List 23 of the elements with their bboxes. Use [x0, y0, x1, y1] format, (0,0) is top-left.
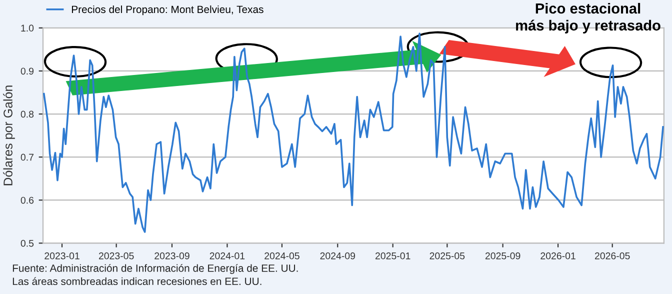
line-series — [43, 32, 664, 233]
x-tick-label: 2025-01 — [375, 252, 410, 260]
x-tick-label: 2025-05 — [430, 252, 465, 260]
x-tick-label: 2026-01 — [540, 252, 576, 260]
y-tick-label: 0.6 — [20, 196, 34, 204]
x-tick-label: 2024-05 — [264, 252, 300, 260]
y-tick-label: 0.5 — [20, 240, 34, 247]
y-tick-label: 0.9 — [20, 68, 34, 75]
x-tick-label: 2023-09 — [154, 252, 190, 260]
x-tick-label: 2026-05 — [594, 252, 630, 260]
x-tick-label: 2024-01 — [210, 252, 245, 260]
x-tick-label: 2023-01 — [44, 252, 80, 260]
y-tick-label: 0.8 — [20, 110, 34, 118]
x-tick-label: 2025-09 — [485, 252, 520, 260]
annotation: Pico estacional más bajo y retrasado — [516, 2, 660, 34]
source-note: Fuente: Administración de Información de Energía de EE. UU. — [12, 264, 298, 274]
x-tick-label: 2023-05 — [98, 252, 134, 260]
y-tick-label: 0.7 — [20, 154, 34, 161]
text: Las áreas sombreadas indican recesiones en EE. UU. — [12, 277, 262, 286]
legend-label: Precios del Propano: Mont Belvieu, Texas — [72, 5, 264, 16]
y-axis-title: Dólares por Galón — [3, 86, 15, 186]
x-tick-label: 2024-09 — [320, 252, 356, 260]
y-tick-label: 1.0 — [21, 24, 34, 32]
